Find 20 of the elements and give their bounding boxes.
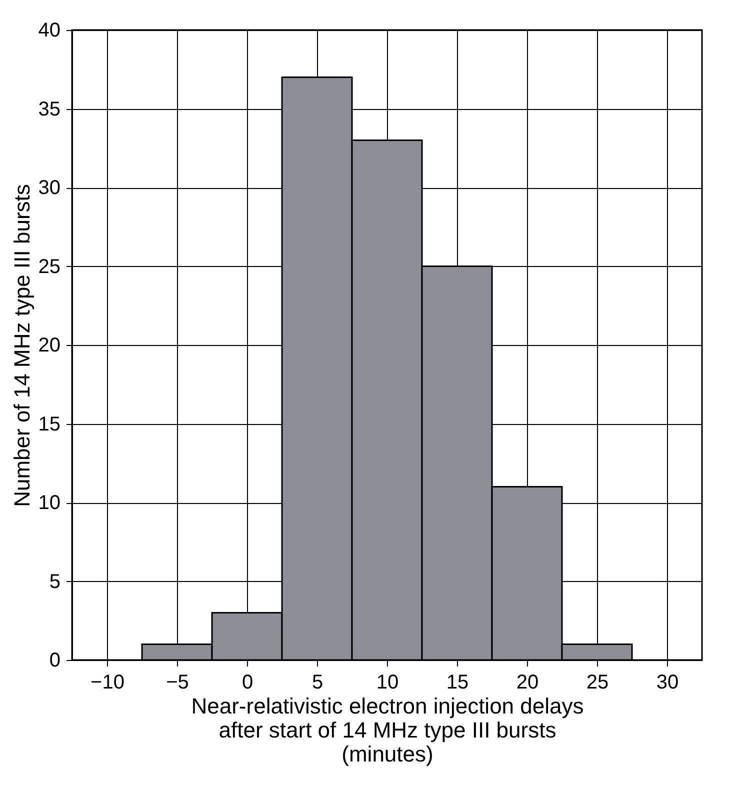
y-tick-label: 25 bbox=[38, 256, 60, 278]
x-tick-label: 10 bbox=[376, 672, 399, 694]
y-tick-label: 5 bbox=[49, 570, 60, 593]
y-tick-label: 0 bbox=[49, 650, 60, 672]
y-tick-label: 10 bbox=[38, 492, 60, 514]
y-tick-label: 20 bbox=[38, 334, 60, 356]
x-tick-label: 0 bbox=[242, 672, 254, 694]
x-tick-label: 25 bbox=[586, 672, 609, 694]
y-axis-title: Number of 14 MHz type III bursts bbox=[9, 184, 34, 507]
x-tick-label: −5 bbox=[166, 672, 189, 694]
x-tick-label: 5 bbox=[312, 672, 324, 694]
y-tick-label: 40 bbox=[38, 20, 60, 42]
x-axis-title: Near-relativistic electron injection delays after start of 14 MHz type III bursts (minutes) bbox=[191, 694, 584, 766]
y-tick-label: 30 bbox=[38, 177, 60, 199]
x-tick-label: −10 bbox=[90, 672, 124, 694]
y-tick-label: 35 bbox=[38, 98, 60, 120]
y-tick-label: 15 bbox=[38, 413, 60, 436]
x-tick-label: 30 bbox=[656, 672, 679, 694]
x-tick-label: 20 bbox=[516, 672, 539, 694]
x-tick-label: 15 bbox=[446, 672, 469, 694]
